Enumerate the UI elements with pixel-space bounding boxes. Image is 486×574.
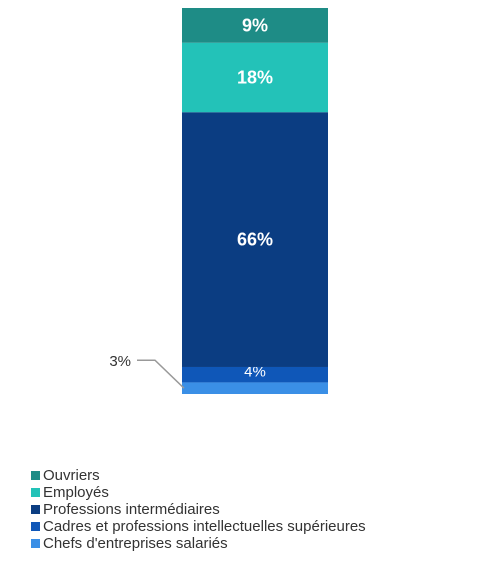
legend-item-ouvriers: Ouvriers xyxy=(31,467,366,484)
legend-item-chefs-d-entreprises-salaries: Chefs d'entreprises salariés xyxy=(31,535,366,552)
bar-segment-ouvriers xyxy=(182,8,328,43)
legend-swatch xyxy=(31,522,40,531)
bar-segment-cadres-et-professions-intellectuelles-superieures-data-label: 4% xyxy=(244,364,266,381)
bar-segment-employes-data-label: 18% xyxy=(237,68,273,88)
legend-swatch xyxy=(31,505,40,514)
legend-label: Employés xyxy=(43,484,109,501)
bar-segment-cadres-et-professions-intellectuelles-superieures xyxy=(182,366,328,383)
bar-segment-employes xyxy=(182,42,328,113)
bar-segment-ouvriers-data-label: 9% xyxy=(242,15,268,35)
bar-segment-chefs-d-entreprises-salaries xyxy=(182,382,328,394)
bar-segment-chefs-d-entreprises-salaries-leader-line xyxy=(137,359,185,389)
legend-swatch xyxy=(31,539,40,548)
bar-segment-professions-intermediaires xyxy=(182,112,328,367)
legend-label: Professions intermédiaires xyxy=(43,501,220,518)
legend-swatch xyxy=(31,471,40,480)
legend-item-employes: Employés xyxy=(31,484,366,501)
legend-item-professions-intermediaires: Professions intermédiaires xyxy=(31,501,366,518)
legend-swatch xyxy=(31,488,40,497)
bar-segment-professions-intermediaires-data-label: 66% xyxy=(237,230,273,250)
legend-label: Chefs d'entreprises salariés xyxy=(43,535,228,552)
legend-label: Cadres et professions intellectuelles su… xyxy=(43,518,366,535)
legend-label: Ouvriers xyxy=(43,467,100,484)
legend-item-cadres-et-professions-intellectuelles-superieures: Cadres et professions intellectuelles su… xyxy=(31,518,366,535)
chart-legend: Ouvriers Employés Professions intermédiair… xyxy=(31,467,366,552)
bar-segment-chefs-d-entreprises-salaries-data-label: 3% xyxy=(109,353,131,370)
